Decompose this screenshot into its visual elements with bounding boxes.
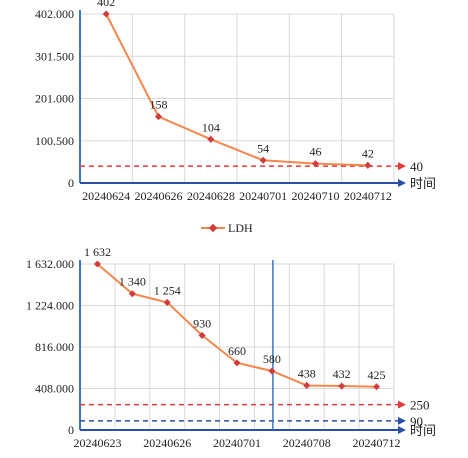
data-label: 158 [150, 98, 168, 112]
data-point [268, 367, 276, 375]
data-label: 930 [193, 316, 211, 330]
x-tick-label: 20240710 [292, 189, 340, 203]
y-tick-label: 1 224.000 [26, 299, 74, 313]
data-label: 402 [97, 0, 115, 9]
y-tick-label: 816.000 [35, 340, 74, 354]
data-point [373, 383, 381, 391]
data-point [207, 135, 215, 143]
data-label: 1 340 [119, 275, 146, 289]
data-point [233, 359, 241, 367]
data-point [102, 10, 110, 18]
chart-bottom: 0 408.000 816.000 1 224.000 1 632.000 25090时间… [26, 245, 436, 450]
data-point [198, 331, 206, 339]
reference-arrow-icon [398, 400, 406, 409]
y-tick-label: 0 [68, 176, 74, 190]
data-label: 438 [298, 366, 316, 380]
y-tick-label: 201.000 [35, 92, 74, 106]
x-tick-label: 20240701 [213, 436, 261, 450]
reference-arrow-icon [398, 162, 406, 171]
reference-label: 90 [410, 414, 423, 429]
data-label: 42 [362, 146, 374, 160]
data-point [338, 382, 346, 390]
chart-top: 0 100.500 201.000 301.500 402.000 40 时间 402 158 1… [35, 0, 436, 203]
data-label: 425 [368, 368, 386, 382]
x-tick-label: 20240623 [73, 436, 121, 450]
legend: LDH [200, 220, 253, 236]
data-label: 660 [228, 344, 246, 358]
reference-arrow-icon [398, 416, 406, 425]
reference-label: 250 [410, 398, 430, 413]
x-tick-label: 20240626 [135, 189, 183, 203]
x-tick-label: 20240628 [187, 189, 235, 203]
legend-label: LDH [228, 220, 253, 235]
data-point [259, 156, 267, 164]
y-tick-label: 402.000 [35, 7, 74, 21]
data-label: 54 [257, 141, 269, 155]
y-tick-label: 0 [68, 423, 74, 437]
data-point [154, 113, 163, 121]
data-label: 1 254 [154, 283, 181, 297]
data-point [303, 381, 311, 389]
data-point [128, 290, 136, 298]
x-axis-arrow-icon [398, 179, 406, 187]
x-tick-label: 20240712 [344, 189, 392, 203]
x-axis-title: 时间 [410, 423, 436, 438]
reference-label: 40 [410, 159, 423, 174]
data-label: 46 [310, 145, 322, 159]
data-point [93, 260, 101, 268]
legend-marker-icon [201, 223, 225, 233]
series-line [105, 13, 368, 167]
x-tick-label: 20240624 [82, 189, 130, 203]
data-point [311, 160, 320, 168]
x-tick-label: 20240701 [239, 189, 287, 203]
x-axis-arrow-icon [398, 426, 406, 434]
x-tick-label: 20240712 [353, 436, 401, 450]
x-axis-title: 时间 [410, 176, 436, 191]
y-tick-label: 301.500 [35, 49, 74, 63]
data-label: 580 [263, 352, 281, 366]
x-tick-label: 20240708 [283, 436, 331, 450]
data-point [364, 161, 372, 169]
x-tick-label: 20240626 [143, 436, 191, 450]
data-label: 432 [333, 367, 351, 381]
y-tick-label: 408.000 [35, 382, 74, 396]
y-tick-label: 100.500 [35, 134, 74, 148]
data-label: 104 [202, 120, 220, 134]
y-tick-label: 1 632.000 [26, 257, 74, 271]
data-label: 1 632 [84, 245, 111, 259]
